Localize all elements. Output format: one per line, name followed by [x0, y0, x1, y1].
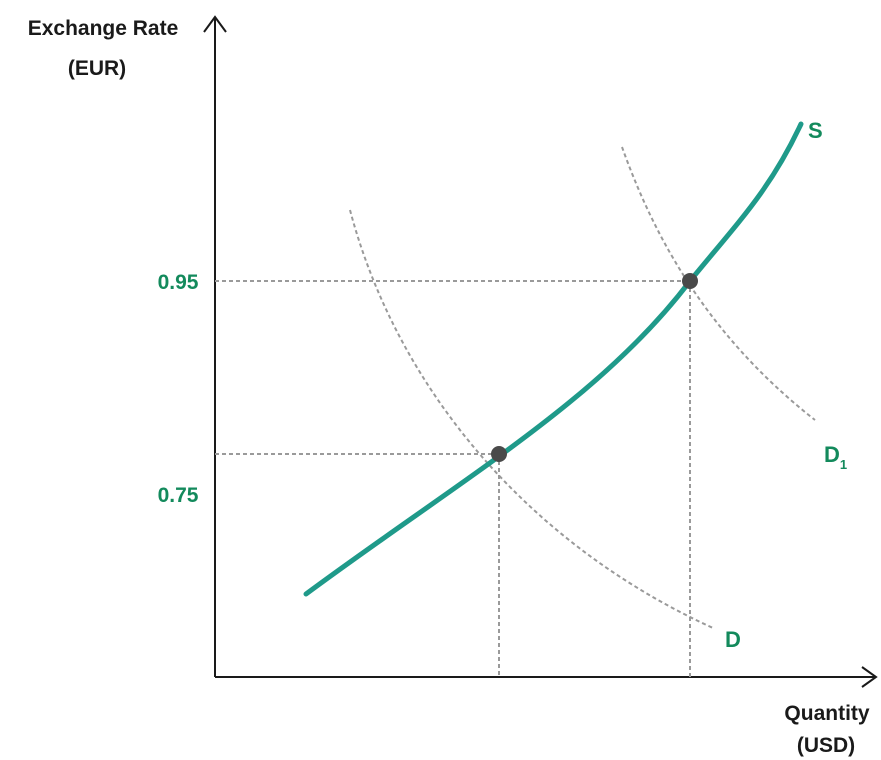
demand-curve-d1	[621, 146, 816, 421]
equilibrium-point-new	[682, 273, 698, 289]
demand-curve-d	[349, 209, 714, 629]
y-axis-title-line2: (EUR)	[68, 57, 126, 80]
demand-shift-label-sub: 1	[840, 457, 847, 472]
x-axis-title-line2: (USD)	[797, 734, 855, 757]
x-axis-title-line1: Quantity	[784, 702, 869, 725]
y-tick-095: 0.95	[158, 271, 199, 294]
y-axis-arrowhead	[203, 15, 227, 33]
y-tick-075: 0.75	[158, 484, 199, 507]
equilibrium-point-original	[491, 446, 507, 462]
y-axis-title-line1: Exchange Rate	[28, 17, 179, 40]
demand-label: D	[725, 627, 741, 652]
demand-shift-label: D1	[824, 442, 847, 472]
demand-shift-label-main: D	[824, 442, 840, 467]
x-axis-arrowhead	[861, 666, 878, 688]
supply-curve-s	[303, 121, 804, 597]
supply-label: S	[808, 118, 823, 143]
